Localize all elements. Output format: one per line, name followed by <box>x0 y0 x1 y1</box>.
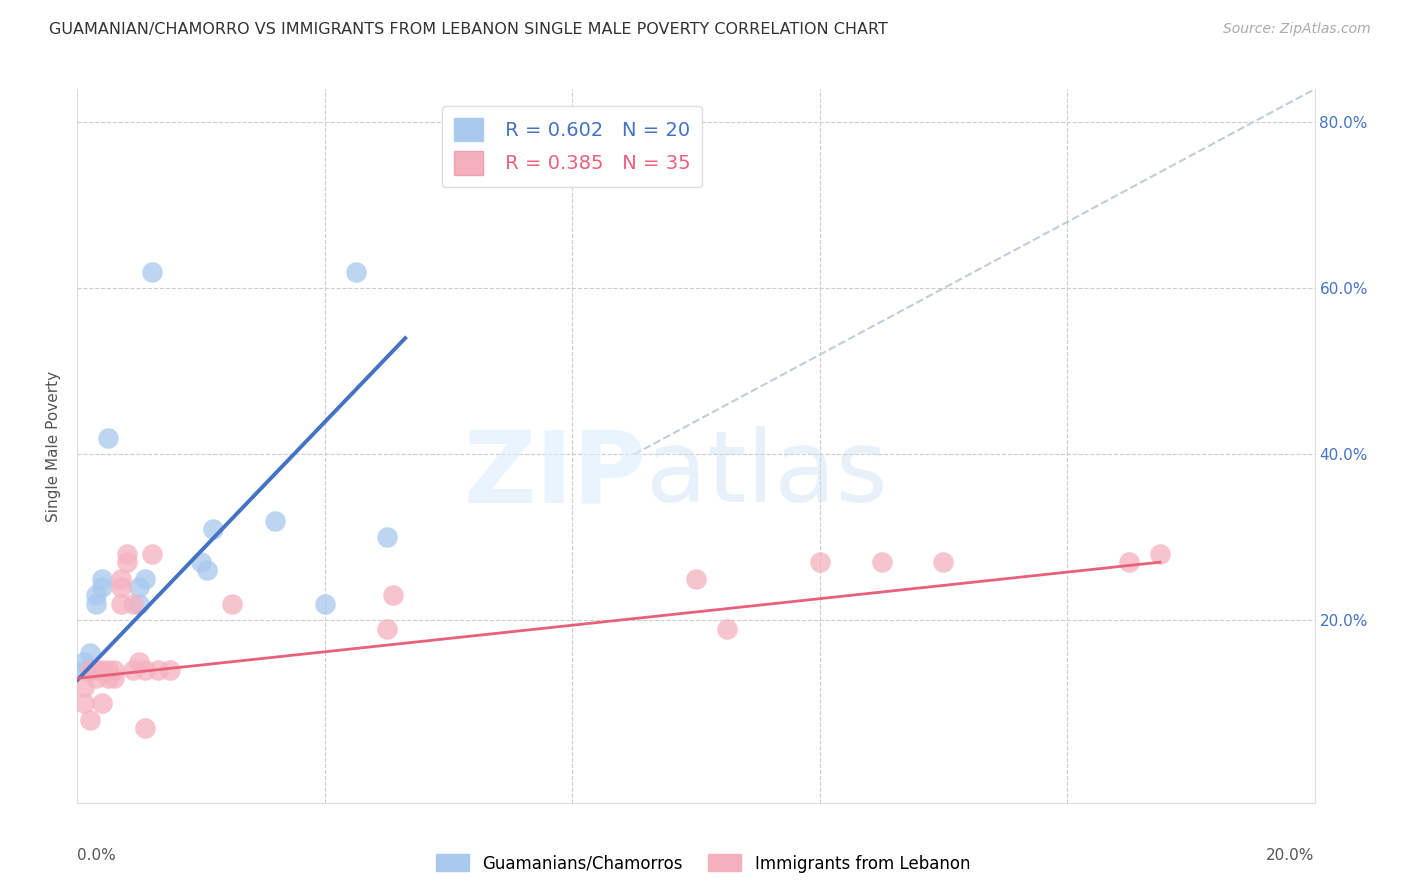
Point <box>375 622 398 636</box>
Point <box>122 597 145 611</box>
Point <box>141 547 163 561</box>
Point <box>202 522 225 536</box>
Legend:  R = 0.602   N = 20,  R = 0.385   N = 35: R = 0.602 N = 20, R = 0.385 N = 35 <box>443 106 702 186</box>
Point <box>870 555 893 569</box>
Point <box>134 572 156 586</box>
Point <box>375 530 398 544</box>
Point <box>72 696 94 710</box>
Point <box>79 663 101 677</box>
Point <box>79 713 101 727</box>
Point <box>84 663 107 677</box>
Point <box>84 588 107 602</box>
Point <box>72 663 94 677</box>
Point <box>110 572 132 586</box>
Text: GUAMANIAN/CHAMORRO VS IMMIGRANTS FROM LEBANON SINGLE MALE POVERTY CORRELATION CH: GUAMANIAN/CHAMORRO VS IMMIGRANTS FROM LE… <box>49 22 889 37</box>
Point <box>190 555 212 569</box>
Point <box>344 265 367 279</box>
Point <box>110 597 132 611</box>
Point <box>122 663 145 677</box>
Point <box>221 597 243 611</box>
Text: 0.0%: 0.0% <box>77 848 117 863</box>
Point <box>97 431 120 445</box>
Point <box>314 597 336 611</box>
Point <box>72 655 94 669</box>
Point <box>808 555 831 569</box>
Point <box>103 663 125 677</box>
Point <box>79 647 101 661</box>
Point <box>103 671 125 685</box>
Point <box>128 597 150 611</box>
Point <box>128 580 150 594</box>
Point <box>195 564 218 578</box>
Point <box>72 680 94 694</box>
Text: atlas: atlas <box>647 426 889 523</box>
Point <box>91 696 114 710</box>
Point <box>84 671 107 685</box>
Point <box>264 514 287 528</box>
Point <box>91 580 114 594</box>
Point <box>134 721 156 735</box>
Point <box>381 588 404 602</box>
Point <box>134 663 156 677</box>
Point <box>115 555 138 569</box>
Point <box>91 663 114 677</box>
Point <box>141 265 163 279</box>
Point <box>1118 555 1140 569</box>
Point <box>128 655 150 669</box>
Point <box>97 663 120 677</box>
Point <box>1149 547 1171 561</box>
Point <box>716 622 738 636</box>
Point <box>115 547 138 561</box>
Point <box>91 572 114 586</box>
Point <box>110 580 132 594</box>
Point <box>685 572 707 586</box>
Legend: Guamanians/Chamorros, Immigrants from Lebanon: Guamanians/Chamorros, Immigrants from Le… <box>429 847 977 880</box>
Point <box>97 671 120 685</box>
Point <box>146 663 169 677</box>
Point <box>84 597 107 611</box>
Point <box>79 663 101 677</box>
Text: Source: ZipAtlas.com: Source: ZipAtlas.com <box>1223 22 1371 37</box>
Text: ZIP: ZIP <box>464 426 647 523</box>
Y-axis label: Single Male Poverty: Single Male Poverty <box>46 370 62 522</box>
Text: 20.0%: 20.0% <box>1267 848 1315 863</box>
Point <box>932 555 955 569</box>
Point <box>159 663 181 677</box>
